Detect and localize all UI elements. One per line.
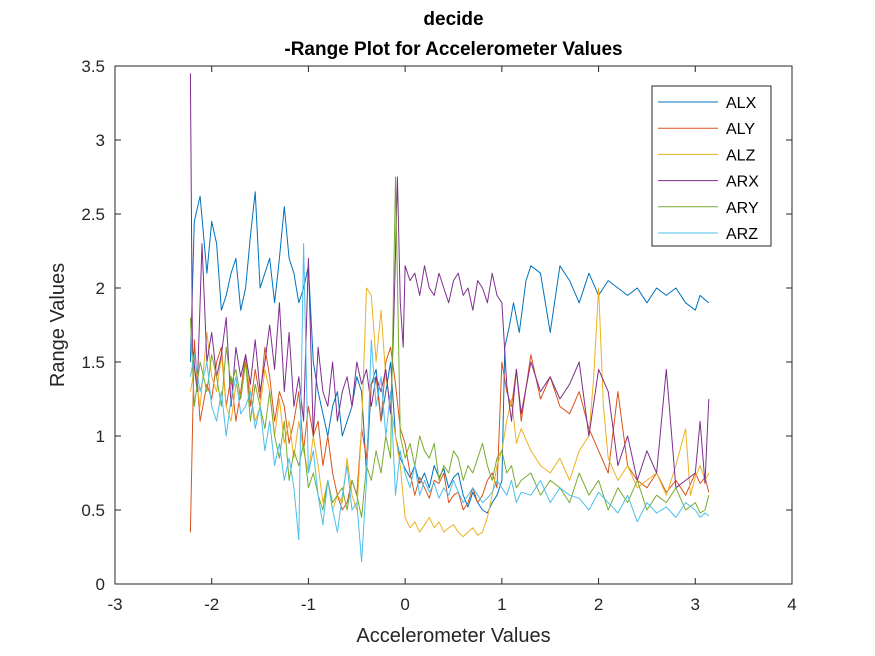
y-tick-label: 0 <box>96 575 105 594</box>
legend-label-aly: ALY <box>726 121 755 138</box>
chart-title: decide <box>423 9 483 30</box>
series-line-arz <box>189 243 710 563</box>
y-tick-label: 3 <box>96 131 105 150</box>
x-tick-label: 1 <box>497 595 506 614</box>
series-line-arx <box>189 73 710 489</box>
legend: ALX ALY ALZ ARX ARY ARZ <box>651 85 772 247</box>
legend-box <box>651 85 772 247</box>
y-axis-label: Range Values <box>47 263 69 387</box>
legend-label-arx: ARX <box>726 174 759 191</box>
x-tick-label: 3 <box>691 595 700 614</box>
legend-label-alz: ALZ <box>726 147 756 164</box>
series-layer <box>189 73 710 563</box>
legend-label-arz: ARZ <box>726 226 758 243</box>
series-line-alz <box>189 287 710 538</box>
series-line-ary <box>189 176 710 518</box>
y-tick-label: 0.5 <box>81 501 105 520</box>
y-tick-label: 1 <box>96 427 105 446</box>
axes-box <box>114 65 793 585</box>
x-axis: -3 -2 -1 0 1 2 3 4 <box>107 66 797 614</box>
x-tick-label: 2 <box>594 595 603 614</box>
chart-subtitle: -Range Plot for Accelerometer Values <box>284 39 622 60</box>
y-axis: 0 0.5 1 1.5 2 2.5 3 3.5 <box>81 57 792 594</box>
x-axis-label: Accelerometer Values <box>356 625 550 647</box>
legend-label-ary: ARY <box>726 200 759 217</box>
y-tick-label: 2 <box>96 279 105 298</box>
y-tick-label: 1.5 <box>81 353 105 372</box>
x-tick-label: 0 <box>400 595 409 614</box>
x-tick-label: -1 <box>301 595 316 614</box>
x-tick-label: -2 <box>204 595 219 614</box>
x-tick-label: -3 <box>107 595 122 614</box>
y-tick-label: 2.5 <box>81 205 105 224</box>
series-line-aly <box>189 339 710 533</box>
x-tick-label: 4 <box>787 595 796 614</box>
legend-label-alx: ALX <box>726 95 757 112</box>
series-line-alx <box>189 191 710 514</box>
y-tick-label: 3.5 <box>81 57 105 76</box>
